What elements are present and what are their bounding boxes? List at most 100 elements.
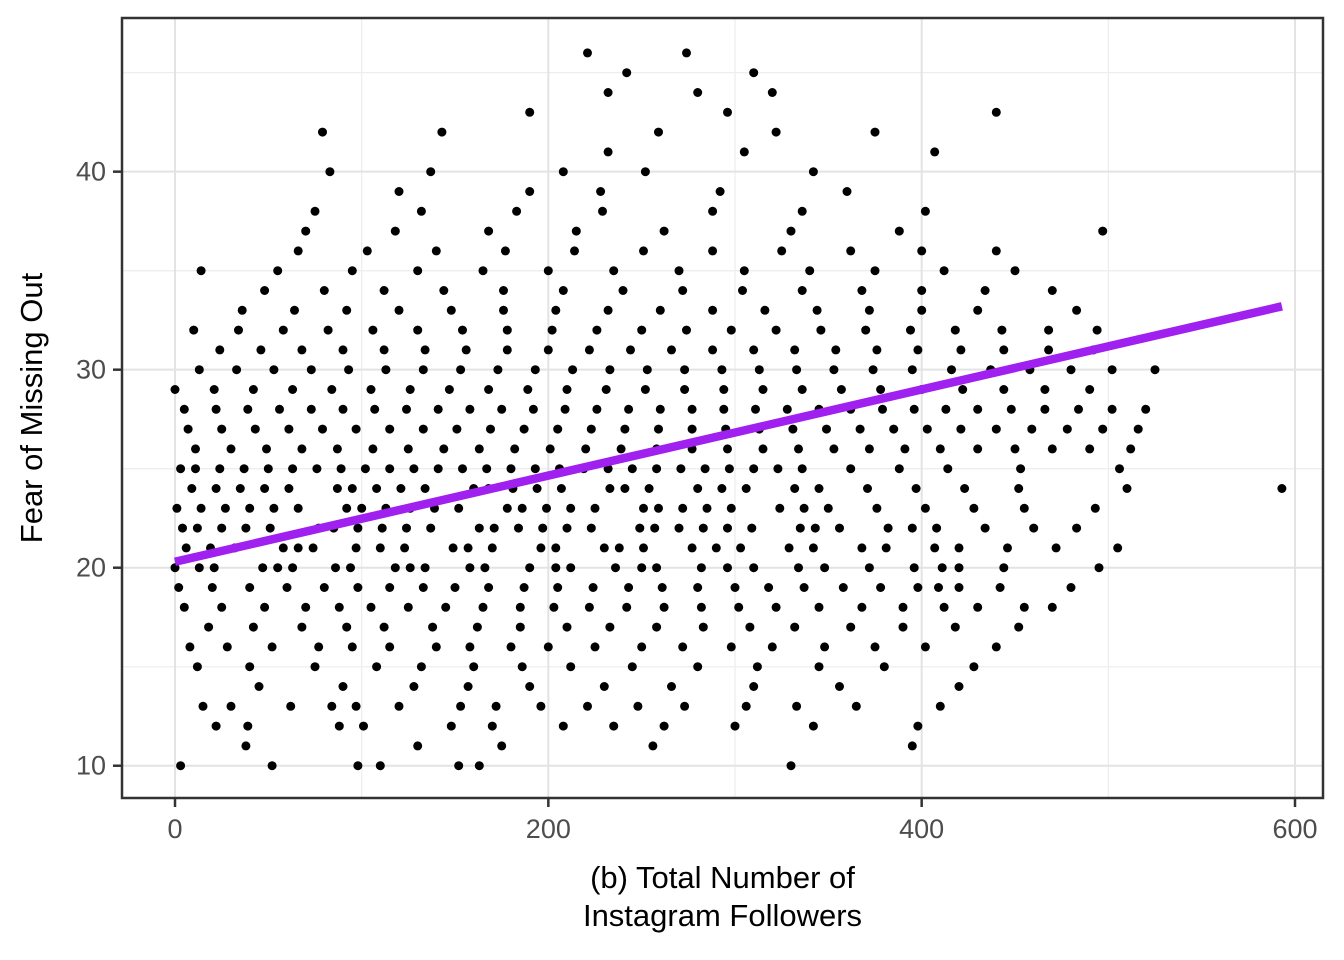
data-point xyxy=(898,602,908,612)
data-point xyxy=(648,741,658,751)
data-point xyxy=(879,662,889,672)
data-point xyxy=(1098,424,1108,434)
data-point xyxy=(185,642,195,652)
data-point xyxy=(346,563,355,573)
data-point xyxy=(551,305,561,315)
data-point xyxy=(418,583,428,592)
data-point xyxy=(568,365,578,375)
data-point xyxy=(913,583,923,592)
data-point xyxy=(831,345,841,355)
data-point xyxy=(486,424,495,434)
data-point xyxy=(525,563,535,573)
data-point xyxy=(256,345,266,355)
data-point xyxy=(370,404,380,414)
data-point xyxy=(536,543,546,553)
data-point xyxy=(708,246,718,256)
data-point xyxy=(497,741,507,751)
data-point xyxy=(639,543,648,553)
data-point xyxy=(570,246,579,256)
data-point xyxy=(693,662,703,672)
data-point xyxy=(655,305,665,315)
data-point xyxy=(872,503,882,513)
data-point xyxy=(525,187,535,196)
data-point xyxy=(898,622,908,632)
data-point xyxy=(500,246,510,256)
data-point xyxy=(217,523,227,533)
data-point xyxy=(678,286,688,295)
y-tick-label: 40 xyxy=(76,157,106,187)
data-point xyxy=(708,206,718,216)
data-point xyxy=(314,642,324,652)
data-point xyxy=(603,147,613,157)
data-point xyxy=(338,682,348,691)
data-point xyxy=(239,464,249,474)
data-point xyxy=(465,404,475,414)
x-tick-label: 0 xyxy=(167,814,182,844)
data-point xyxy=(698,523,708,533)
data-point xyxy=(999,563,1009,573)
data-point xyxy=(609,266,619,276)
data-point xyxy=(222,642,232,652)
data-point xyxy=(368,444,378,454)
data-point xyxy=(372,662,382,672)
data-point xyxy=(782,404,792,414)
data-point xyxy=(405,385,415,394)
data-point xyxy=(889,424,899,434)
data-point xyxy=(284,424,294,434)
data-point xyxy=(487,721,497,731)
data-point xyxy=(502,325,512,335)
data-point xyxy=(991,424,1001,434)
data-point xyxy=(659,721,669,731)
data-point xyxy=(799,583,809,592)
data-point xyxy=(687,543,697,553)
data-point xyxy=(950,325,960,335)
data-point xyxy=(864,563,874,573)
data-point xyxy=(846,622,856,632)
data-point xyxy=(678,642,688,652)
data-point xyxy=(478,266,488,276)
data-point xyxy=(439,444,449,454)
data-point xyxy=(179,602,189,612)
data-point xyxy=(958,385,968,394)
data-point xyxy=(724,464,734,474)
data-point xyxy=(747,523,757,533)
data-point xyxy=(857,286,867,295)
data-point xyxy=(954,543,964,553)
data-point xyxy=(935,701,945,711)
data-point xyxy=(237,305,247,315)
data-point xyxy=(260,484,270,493)
data-point xyxy=(226,701,236,711)
data-point xyxy=(176,761,186,771)
data-point xyxy=(267,761,277,771)
data-point xyxy=(428,622,438,632)
data-point xyxy=(584,602,594,612)
data-point xyxy=(319,583,329,592)
data-point xyxy=(211,484,221,493)
x-axis-title-line1: (b) Total Number of xyxy=(590,860,855,895)
data-point xyxy=(973,404,983,414)
data-point xyxy=(366,385,376,394)
data-point xyxy=(1072,523,1082,533)
data-point xyxy=(191,444,200,454)
data-point xyxy=(864,305,874,315)
data-point xyxy=(1092,325,1102,335)
data-point xyxy=(482,464,492,474)
data-point xyxy=(377,523,387,533)
data-point xyxy=(797,385,807,394)
data-point xyxy=(385,642,395,652)
data-point xyxy=(1090,503,1100,513)
data-point xyxy=(723,523,732,533)
data-point xyxy=(465,642,475,652)
data-point xyxy=(934,583,943,592)
data-point xyxy=(680,701,690,711)
x-tick-label: 200 xyxy=(526,814,571,844)
data-point xyxy=(418,365,428,375)
data-point xyxy=(306,404,316,414)
data-point xyxy=(760,305,770,315)
data-point xyxy=(738,286,747,295)
data-point xyxy=(353,761,363,771)
data-point xyxy=(394,701,404,711)
data-point xyxy=(752,662,762,672)
data-point xyxy=(456,365,466,375)
y-tick-label: 10 xyxy=(76,751,106,781)
